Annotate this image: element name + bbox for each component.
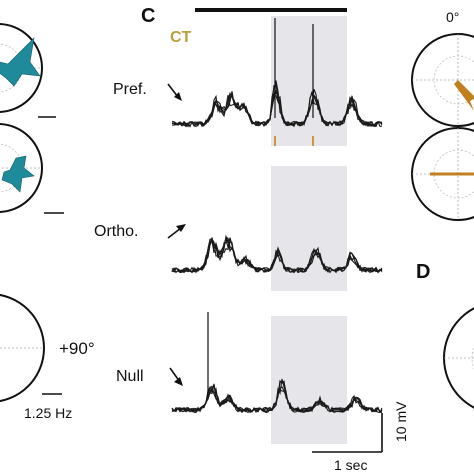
trace-line <box>171 380 383 414</box>
right-polar-plot-2 <box>411 127 474 221</box>
trace-line <box>171 80 383 127</box>
row-label-pref: Pref. <box>113 81 147 98</box>
trace-line <box>171 91 383 128</box>
direction-arrow-icon <box>167 224 186 239</box>
time-scalebar-label: 1 sec <box>334 457 367 473</box>
direction-arrow-icon <box>169 367 183 386</box>
traces-pref <box>171 80 383 128</box>
right-polar-plot-1: 0° <box>411 9 474 127</box>
left-polar-column: +90° 1.25 Hz <box>0 23 95 421</box>
panel-c-letter: C <box>141 5 155 27</box>
right-polar-plot-3 <box>443 307 474 409</box>
left-polar-scalebar-label: 1.25 Hz <box>24 405 72 421</box>
left-polar-plot-3: +90° 1.25 Hz <box>0 293 95 421</box>
left-polar-1-tuning-shape <box>0 37 41 87</box>
direction-arrow-icon <box>167 83 182 101</box>
left-polar-plot-2 <box>0 123 64 214</box>
right-polar-column: 0° D <box>411 9 474 409</box>
left-polar-angle-label: +90° <box>59 339 95 358</box>
panel-c: C CT Pref. Ortho. Null <box>94 5 409 473</box>
traces-ortho <box>171 234 383 274</box>
left-polar-2-tuning-shape <box>1 155 35 193</box>
condition-label: CT <box>170 29 192 46</box>
left-polar-plot-1 <box>0 23 56 118</box>
row-label-null: Null <box>116 368 144 385</box>
panel-d-letter: D <box>416 261 430 283</box>
stim-window-null <box>271 316 347 444</box>
right-polar-top-label: 0° <box>446 9 459 25</box>
trace-line <box>171 378 383 414</box>
row-label-ortho: Ortho. <box>94 223 138 240</box>
trace-line <box>171 234 383 274</box>
stim-window-pref <box>271 16 347 146</box>
voltage-scalebar-label: 10 mV <box>393 401 409 442</box>
traces-null <box>171 378 383 414</box>
right-polar-1-arrow <box>454 80 474 111</box>
